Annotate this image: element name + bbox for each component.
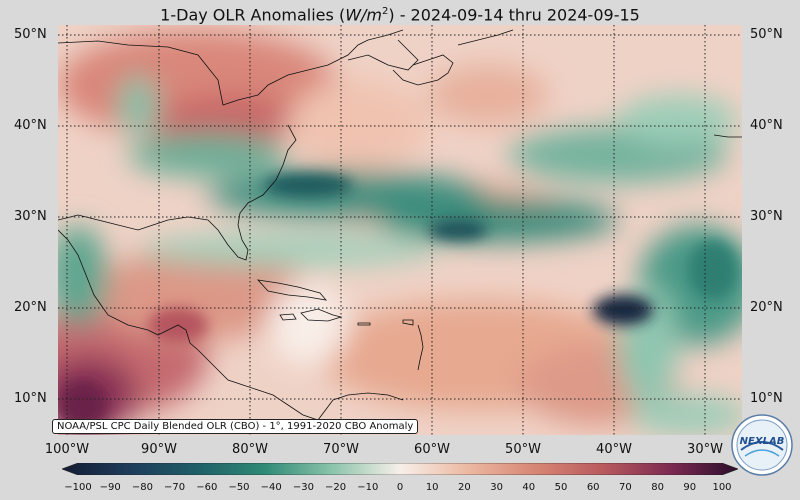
colorbar-tick-label: 60 (586, 482, 600, 493)
colorbar-tick-label: 100 (712, 482, 732, 493)
lat-label-50n-left: 50°N (14, 27, 47, 42)
colorbar-tick-label: 50 (554, 482, 568, 493)
lon-label-30w: 30°W (687, 442, 723, 457)
anomaly-field (58, 30, 742, 435)
colorbar-tick-label: −20 (325, 482, 347, 493)
lon-label-100w: 100°W (44, 442, 90, 457)
colorbar-tick-label: 70 (619, 482, 632, 493)
lat-label-30n-left: 30°N (14, 209, 47, 224)
lat-label-50n-right: 50°N (750, 27, 783, 42)
graticule (58, 25, 742, 435)
colorbar-tick-label: −100 (64, 482, 92, 493)
colorbar-tick-label: 10 (425, 482, 439, 493)
colorbar-tick-label: 80 (651, 482, 664, 493)
lon-label-70w: 70°W (323, 442, 359, 457)
map-title: 1-Day OLR Anomalies (W/m2) - 2024-09-14 … (160, 5, 640, 25)
lon-label-80w: 80°W (232, 442, 268, 457)
colorbar-tick-label: 20 (458, 482, 471, 493)
lat-label-30n-right: 30°N (750, 209, 783, 224)
colorbar-tick-label: −10 (357, 482, 379, 493)
lat-label-40n-left: 40°N (14, 118, 47, 133)
colorbar-tick-label: −70 (164, 482, 186, 493)
colorbar-tick-label: −80 (131, 482, 153, 493)
lat-label-20n-right: 20°N (750, 300, 783, 315)
colorbar-tick-label: 90 (683, 482, 697, 493)
colorbar (62, 463, 738, 475)
nexlab-logo: NEXLAB (731, 414, 793, 476)
lat-label-40n-right: 40°N (750, 118, 783, 133)
lon-label-60w: 60°W (414, 442, 450, 457)
lon-label-50w: 50°W (505, 442, 541, 457)
colorbar-tick-label: −60 (196, 482, 218, 493)
colorbar-ramp (62, 463, 738, 475)
lat-label-10n-left: 10°N (14, 391, 47, 406)
lon-label-90w: 90°W (141, 442, 177, 457)
logo-text: NEXLAB (740, 436, 785, 447)
lat-label-20n-left: 20°N (14, 300, 47, 315)
colorbar-tick-label: 30 (490, 482, 503, 493)
lat-label-10n-right: 10°N (750, 391, 783, 406)
colorbar-tick-label: 0 (396, 482, 404, 493)
coastlines (58, 29, 742, 421)
anomaly-cores (58, 173, 738, 430)
colorbar-tick-label: −90 (99, 482, 121, 493)
colorbar-tick-label: −30 (292, 482, 314, 493)
colorbar-tick-label: −50 (228, 482, 250, 493)
olr-anomaly-map (58, 25, 742, 435)
data-source-note: NOAA/PSL CPC Daily Blended OLR (CBO) - 1… (52, 419, 419, 434)
colorbar-tick-label: −40 (260, 482, 282, 493)
lon-label-40w: 40°W (596, 442, 632, 457)
colorbar-tick-label: 40 (522, 482, 536, 493)
